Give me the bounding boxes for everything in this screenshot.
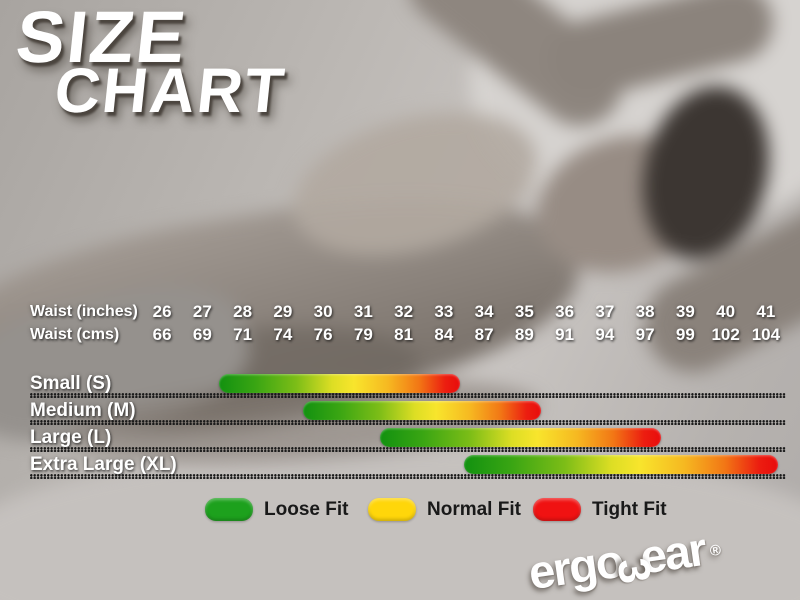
page-title: SIZE CHART [8,0,295,127]
legend-item: Normal Fit [368,498,521,521]
waist-value: 38 [635,301,655,321]
waist-row-label: Waist (inches) [30,302,138,320]
size-row: Medium (M) [30,399,786,426]
size-row: Large (L) [30,426,786,453]
waist-value: 26 [152,301,172,321]
waist-value: 35 [514,301,534,321]
size-label: Small (S) [30,373,112,394]
fit-range-bar [379,428,662,447]
legend-label: Tight Fit [592,498,667,520]
waist-value: 84 [434,324,454,344]
size-rows: Small (S) Medium (M) Large (L) Extra Large … [30,372,786,480]
waist-row: Waist (inches) 26 27 28 29 30 31 32 33 34 35 36 37 38… [30,300,786,323]
waist-value: 71 [233,324,253,344]
waist-value: 31 [353,301,373,321]
waist-value: 33 [434,301,454,321]
waist-value: 104 [751,324,781,344]
waist-value: 29 [273,301,293,321]
waist-value: 97 [635,324,655,344]
waist-value: 34 [474,301,494,321]
legend-swatch [533,498,581,521]
size-label: Medium (M) [30,400,136,421]
waist-value: 37 [595,301,615,321]
waist-value: 39 [675,301,695,321]
title-line-2: CHART [51,56,290,127]
waist-value: 27 [192,301,212,321]
legend-label: Normal Fit [427,498,521,520]
legend-swatch [205,498,253,521]
fit-range-bar [303,401,541,420]
fit-legend: Loose Fit Normal Fit Tight Fit [205,498,705,524]
waist-value: 91 [555,324,575,344]
waist-value: 41 [756,301,776,321]
waist-row-label: Waist (cms) [30,325,120,343]
waist-table: Waist (inches) 26 27 28 29 30 31 32 33 34 35 36 37 38… [30,300,786,346]
waist-value: 66 [152,324,172,344]
waist-value: 94 [595,324,615,344]
waist-value: 32 [394,301,414,321]
legend-item: Loose Fit [205,498,348,521]
waist-value: 102 [711,324,740,344]
waist-row: Waist (cms) 66 69 71 74 76 79 81 84 87 89 91 94 97 99 1… [30,323,786,346]
waist-value: 89 [514,324,534,344]
waist-value: 74 [273,324,293,344]
size-row: Extra Large (XL) [30,453,786,480]
waist-value: 99 [675,324,695,344]
waist-value: 30 [313,301,333,321]
waist-value: 36 [555,301,575,321]
waist-value: 40 [716,301,736,321]
waist-value: 79 [353,324,373,344]
legend-item: Tight Fit [533,498,667,521]
registered-trademark-icon: ® [708,541,723,560]
waist-value: 81 [394,324,414,344]
size-label: Large (L) [30,427,112,448]
waist-value: 76 [313,324,333,344]
waist-value: 87 [474,324,494,344]
legend-swatch [368,498,416,521]
size-row: Small (S) [30,372,786,399]
fit-range-bar [218,374,460,393]
fit-range-bar [464,455,778,474]
size-label: Extra Large (XL) [30,454,177,475]
legend-label: Loose Fit [264,498,349,520]
waist-value: 28 [233,301,253,321]
waist-value: 69 [192,324,212,344]
